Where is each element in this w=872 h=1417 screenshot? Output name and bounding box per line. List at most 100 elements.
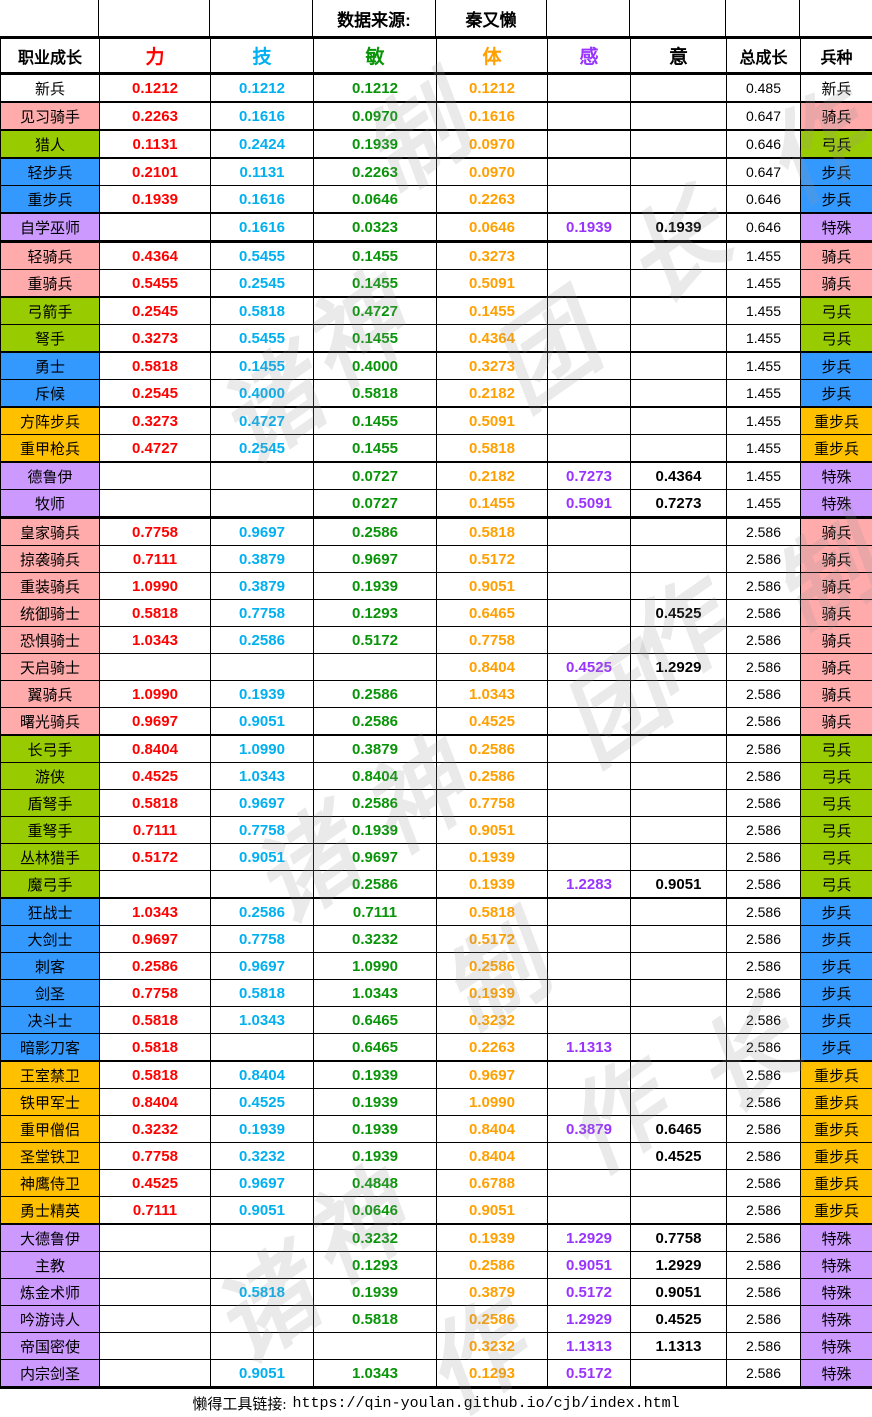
stat-cell-sen [548,158,631,186]
stat-cell-wil [631,1089,727,1116]
class-name-cell: 重步兵 [1,186,100,214]
stat-cell-agi: 1.0990 [314,953,437,980]
stat-cell-skl: 0.4727 [211,407,314,435]
stat-cell-skl: 0.1212 [211,74,314,103]
stat-cell-agi: 0.1939 [314,1279,437,1306]
stat-cell-con: 0.2586 [437,953,548,980]
total-growth-cell: 2.586 [727,735,801,763]
total-growth-cell: 0.647 [727,158,801,186]
title-spacer [210,0,313,36]
stat-cell-sen: 0.4525 [548,654,631,681]
class-name-cell: 丛林猎手 [1,844,100,871]
stat-cell-str: 0.4364 [100,242,211,270]
stat-cell-con: 0.2182 [437,380,548,408]
stat-cell-con: 0.5818 [437,518,548,546]
total-growth-cell: 2.586 [727,1089,801,1116]
stat-cell-wil [631,158,727,186]
stat-cell-sen: 0.9051 [548,1252,631,1279]
stat-cell-con: 0.8404 [437,1143,548,1170]
stat-cell-str: 0.9697 [100,926,211,953]
stat-cell-agi: 0.1939 [314,1143,437,1170]
troop-type-cell: 特殊 [801,1360,872,1388]
stat-cell-sen [548,817,631,844]
stat-cell-str: 0.4525 [100,1170,211,1197]
troop-type-cell: 弓兵 [801,790,872,817]
stat-cell-agi [314,1333,437,1360]
class-name-cell: 曙光骑兵 [1,708,100,736]
total-growth-cell: 2.586 [727,600,801,627]
stat-cell-skl: 0.7758 [211,817,314,844]
troop-type-cell: 弓兵 [801,817,872,844]
class-name-cell: 重装骑兵 [1,573,100,600]
stat-cell-sen: 0.1939 [548,213,631,242]
stat-cell-wil [631,735,727,763]
troop-type-cell: 重步兵 [801,1197,872,1225]
class-name-cell: 神鹰侍卫 [1,1170,100,1197]
stat-cell-con: 0.1939 [437,980,548,1007]
total-growth-cell: 1.455 [727,297,801,325]
stat-cell-con: 0.2586 [437,735,548,763]
stat-cell-con: 0.9051 [437,573,548,600]
stat-cell-str: 0.2263 [100,102,211,130]
stat-cell-sen [548,186,631,214]
stat-cell-str: 0.1939 [100,186,211,214]
stat-cell-skl: 0.9051 [211,1360,314,1388]
troop-type-cell: 步兵 [801,380,872,408]
tool-link-url[interactable]: https://qin-youlan.github.io/cjb/index.h… [293,1395,680,1412]
stat-cell-str: 0.2586 [100,953,211,980]
stat-cell-sen: 1.2929 [548,1224,631,1252]
troop-type-cell: 骑兵 [801,242,872,270]
total-growth-cell: 2.586 [727,1143,801,1170]
stat-cell-agi: 0.5172 [314,627,437,654]
class-name-cell: 斥候 [1,380,100,408]
total-growth-cell: 2.586 [727,953,801,980]
class-name-cell: 恐惧骑士 [1,627,100,654]
total-growth-cell: 2.586 [727,518,801,546]
stat-cell-skl: 0.3879 [211,546,314,573]
stat-cell-wil [631,546,727,573]
stat-cell-con: 0.2586 [437,1306,548,1333]
stat-cell-str: 0.7758 [100,980,211,1007]
stat-cell-str: 0.2545 [100,297,211,325]
class-name-cell: 见习骑手 [1,102,100,130]
stat-cell-wil [631,297,727,325]
stat-cell-sen [548,270,631,298]
stat-cell-agi: 0.1939 [314,130,437,158]
stat-cell-wil [631,102,727,130]
title-strip: 数据来源: 秦又懒 [0,0,872,36]
troop-type-cell: 骑兵 [801,573,872,600]
stat-cell-sen [548,546,631,573]
stat-cell-skl: 0.5455 [211,325,314,353]
stat-cell-agi: 0.0727 [314,462,437,490]
stat-cell-sen: 0.7273 [548,462,631,490]
stat-cell-con: 0.2263 [437,186,548,214]
total-growth-cell: 0.646 [727,186,801,214]
troop-type-cell: 步兵 [801,158,872,186]
stat-cell-agi: 0.9697 [314,546,437,573]
stat-cell-str [100,1333,211,1360]
stat-cell-sen: 1.2929 [548,1306,631,1333]
total-growth-cell: 2.586 [727,871,801,899]
troop-type-cell: 重步兵 [801,435,872,463]
stat-cell-str: 1.0990 [100,573,211,600]
stat-cell-agi: 0.2586 [314,518,437,546]
data-source-value: 秦又懒 [436,0,547,36]
stat-cell-skl: 0.9697 [211,1170,314,1197]
class-name-cell: 内宗剑圣 [1,1360,100,1388]
stat-cell-con: 0.9697 [437,1061,548,1089]
class-name-cell: 刺客 [1,953,100,980]
column-header-body: 体 [437,38,548,74]
stat-cell-con: 0.5172 [437,926,548,953]
tool-link-label: 懒得工具链接: [192,1393,286,1414]
stat-cell-sen [548,352,631,380]
column-header-skill: 技 [211,38,314,74]
total-growth-cell: 1.455 [727,380,801,408]
troop-type-cell: 特殊 [801,1306,872,1333]
